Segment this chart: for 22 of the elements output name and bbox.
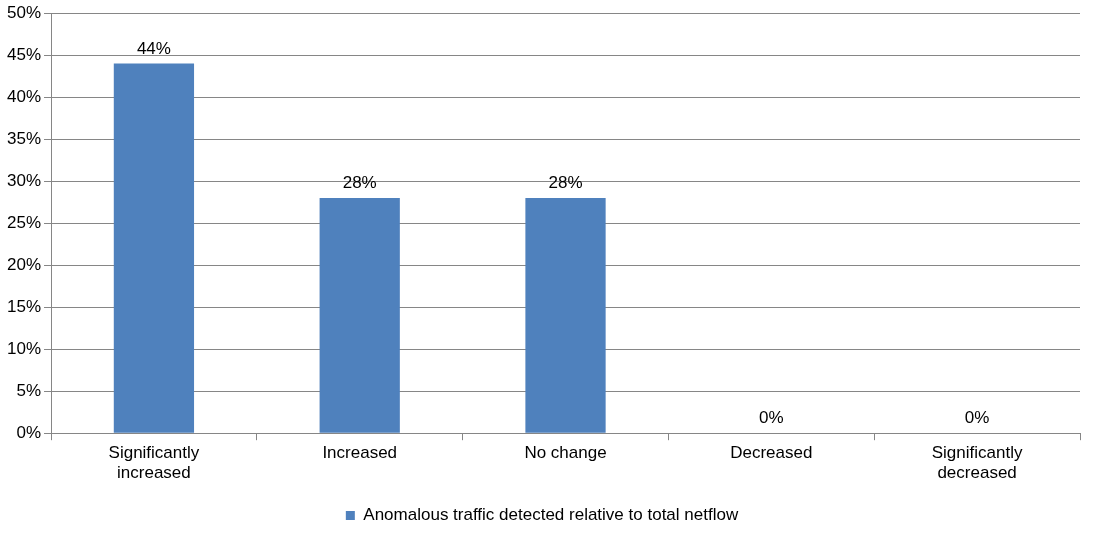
data-label: 28% [342,173,377,193]
legend-label: Anomalous traffic detected relative to total netflow [363,505,739,525]
y-tick-label: 5% [16,380,42,400]
x-tick-label: Significantly decreased [931,443,1023,483]
y-tick-label: 10% [6,338,42,358]
y-tick-label: 45% [6,44,42,64]
x-tick-label: Increased [322,443,398,463]
y-tick-label: 30% [6,170,42,190]
x-tick-label: Decreased [730,443,813,463]
y-tick-label: 0% [16,422,42,442]
y-tick-label: 25% [6,212,42,232]
y-tick-label: 20% [6,254,42,274]
y-tick-label: 50% [6,2,42,22]
data-label: 0% [964,408,990,428]
y-tick-label: 40% [6,86,42,106]
data-label: 44% [136,38,171,58]
x-tick-label: Significantly increased [108,443,200,483]
y-tick-label: 35% [6,128,42,148]
y-tick-label: 15% [6,296,42,316]
data-label: 0% [759,408,784,428]
data-label: 28% [548,173,583,193]
x-tick-label: No change [524,443,607,463]
